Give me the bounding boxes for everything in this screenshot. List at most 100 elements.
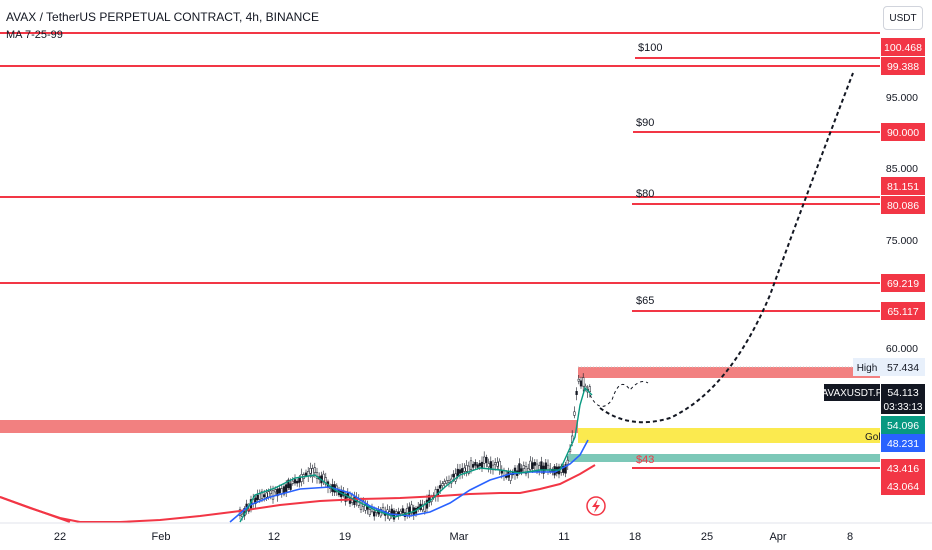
candle	[467, 465, 470, 474]
price-axis[interactable]: 95.000 85.000 75.000 60.000	[886, 92, 918, 355]
badge-81-151: 81.151	[887, 181, 919, 193]
candle	[579, 380, 583, 387]
badge-90: 90.000	[887, 127, 919, 139]
indicator-label[interactable]: MA 7-25-99	[6, 29, 63, 41]
current-price: 54.113	[887, 387, 918, 399]
badge-80-086: 80.086	[887, 200, 919, 212]
candle	[456, 468, 459, 477]
candle	[483, 456, 486, 464]
high-value: 57.434	[887, 362, 919, 374]
badge-bg	[881, 57, 925, 75]
candle	[263, 494, 266, 498]
x-tick-mar: Mar	[450, 531, 469, 543]
x-tick-19: 19	[339, 531, 351, 543]
candle	[533, 462, 536, 466]
countdown: 03:33:13	[884, 402, 923, 413]
candle	[300, 474, 303, 482]
candle	[498, 460, 501, 470]
x-tick-22: 22	[54, 531, 66, 543]
candle	[469, 460, 473, 471]
candle	[291, 480, 294, 484]
badge-43-416: 43.416	[887, 463, 919, 475]
candle	[293, 479, 297, 484]
projection-curve	[599, 72, 854, 424]
badge-69-219: 69.219	[887, 278, 919, 290]
lightning-icon[interactable]	[586, 496, 606, 516]
candle	[296, 480, 299, 484]
annotation-65: $65	[636, 295, 654, 307]
candle	[489, 461, 492, 469]
pullback-projection	[589, 381, 649, 407]
badge-100-468: 100.468	[884, 42, 922, 54]
candle	[509, 474, 512, 481]
high-label: High	[857, 363, 878, 374]
y-tick-95: 95.000	[886, 92, 918, 104]
candle	[408, 506, 411, 515]
candle	[562, 466, 565, 473]
badge-bg	[881, 123, 925, 141]
x-tick-8: 8	[847, 531, 853, 543]
gold-zone	[578, 428, 880, 443]
candle	[304, 472, 308, 476]
candle	[546, 464, 550, 471]
badge-bg	[881, 302, 925, 320]
candle	[485, 457, 488, 463]
badge-43-064: 43.064	[887, 481, 919, 493]
x-tick-25: 25	[701, 531, 713, 543]
badge-bg	[881, 38, 925, 56]
candle	[265, 492, 268, 498]
y-tick-60: 60.000	[886, 343, 918, 355]
candle	[575, 391, 578, 395]
badge-bg	[881, 459, 925, 477]
candle	[538, 465, 541, 472]
candle	[256, 495, 259, 500]
candle	[518, 463, 521, 473]
ma-99-line	[0, 464, 596, 523]
candle	[529, 460, 532, 470]
badge-99-388: 99.388	[887, 61, 919, 73]
candle	[573, 411, 576, 416]
candle	[474, 462, 477, 466]
price-badges: 100.468 99.388 90.000 81.151 80.086 69.2…	[822, 38, 925, 495]
currency-button[interactable]: USDT	[883, 6, 923, 30]
badge-bg	[881, 274, 925, 292]
candle	[443, 481, 446, 484]
symbol-label-bg	[824, 384, 880, 401]
y-tick-75: 75.000	[886, 235, 918, 247]
annotation-43: $43	[636, 454, 654, 466]
symbol-label: AVAXUSDT.P	[822, 388, 883, 399]
candle	[368, 509, 371, 515]
annotation-90: $90	[636, 117, 654, 129]
candle	[260, 491, 264, 499]
candles	[238, 373, 591, 522]
candle	[441, 483, 444, 486]
candle	[373, 511, 376, 517]
candle	[282, 486, 286, 495]
candle	[445, 480, 448, 484]
ma-7-line	[239, 386, 593, 523]
candle	[311, 468, 314, 478]
badge-bg	[881, 434, 925, 452]
left-trend-line	[0, 496, 71, 523]
candle	[480, 461, 484, 469]
candle	[520, 468, 523, 472]
candle	[564, 464, 567, 474]
chart-title: AVAX / TetherUS PERPETUAL CONTRACT, 4h, …	[6, 10, 319, 24]
candle	[267, 491, 270, 498]
candle	[577, 378, 580, 382]
candle	[410, 504, 413, 514]
candle	[553, 466, 556, 476]
candle	[461, 468, 464, 473]
candle	[588, 386, 591, 392]
resistance-zone	[0, 420, 578, 433]
candle	[322, 473, 325, 482]
candle	[494, 462, 497, 465]
candle	[353, 497, 356, 505]
candle	[458, 469, 462, 474]
candle	[540, 461, 543, 470]
candle	[487, 463, 490, 468]
time-axis[interactable]: 22 Feb 12 19 Mar 11 18 25 Apr 8	[54, 531, 853, 543]
badge-48-231: 48.231	[887, 438, 919, 450]
candle	[522, 465, 525, 469]
